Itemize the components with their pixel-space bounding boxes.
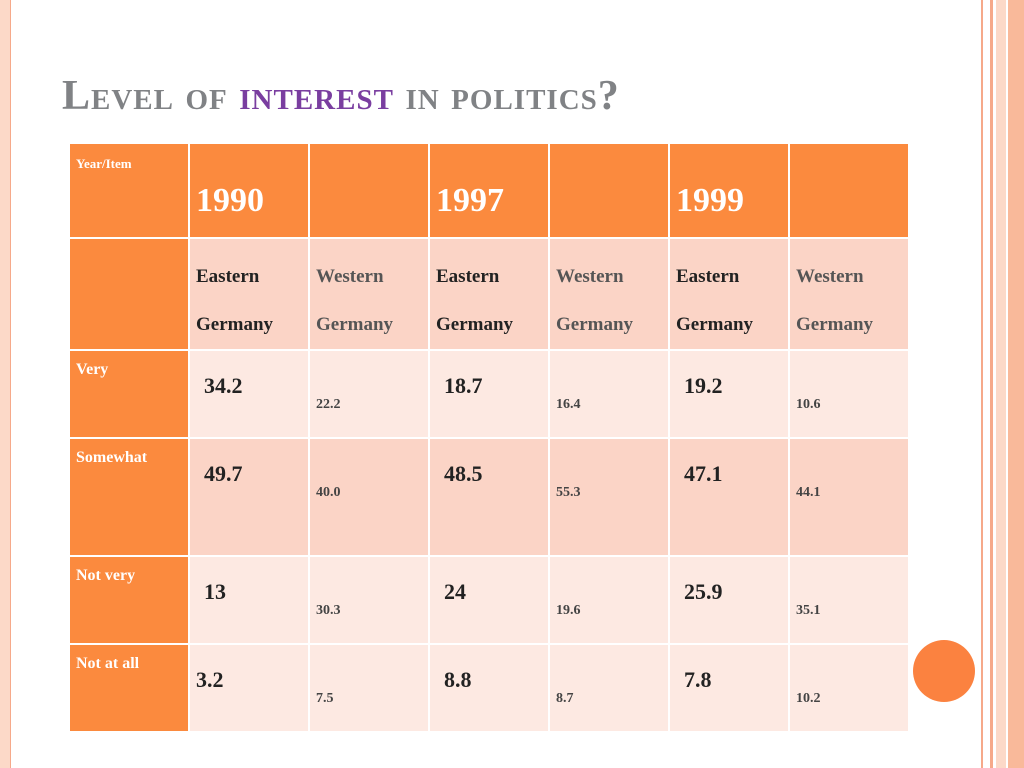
value-cell-west: 55.3 — [548, 437, 670, 557]
value-cell-west: 40.0 — [308, 437, 430, 557]
title-part: in politics? — [393, 73, 620, 119]
region-country: Germany — [796, 314, 874, 335]
year-1990-cell: 1990 — [188, 142, 310, 239]
region-country: Germany — [556, 314, 634, 335]
right-frame-stripe — [1008, 0, 1024, 768]
region-cell-east: Eastern Germany — [668, 237, 790, 351]
corner-header-cell: Year/Item — [68, 142, 190, 239]
title-highlight: interest — [239, 73, 394, 119]
value-cell-west: 35.1 — [788, 555, 910, 645]
slide-title: Level of interest in politics? — [62, 72, 620, 120]
value-cell-west: 8.7 — [548, 643, 670, 733]
region-header-row: Eastern Germany Western Germany Eastern Ger… — [68, 237, 910, 351]
value-cell-west: 44.1 — [788, 437, 910, 557]
value-cell-west: 10.2 — [788, 643, 910, 733]
value-cell-west: 22.2 — [308, 349, 430, 439]
value-cell-east: 25.9 — [668, 555, 790, 645]
region-word: Western — [556, 266, 624, 287]
region-country: Germany — [316, 314, 394, 335]
table-row: Somewhat 49.7 40.0 48.5 55.3 47.1 44.1 — [68, 437, 910, 557]
value-cell-east: 19.2 — [668, 349, 790, 439]
left-frame-decoration — [0, 0, 10, 768]
value-cell-west: 16.4 — [548, 349, 670, 439]
empty-header-cell — [308, 142, 430, 239]
table-row: Not very 13 30.3 24 19.6 25.9 35.1 — [68, 555, 910, 645]
row-label: Not very — [68, 555, 190, 645]
region-cell-east: Eastern Germany — [188, 237, 310, 351]
region-word: Eastern — [436, 266, 500, 287]
value-cell-west: 10.6 — [788, 349, 910, 439]
table-row: Not at all 3.2 7.5 8.8 8.7 7.8 10.2 — [68, 643, 910, 733]
value-cell-east: 49.7 — [188, 437, 310, 557]
region-word: Eastern — [196, 266, 260, 287]
empty-label-cell — [68, 237, 190, 351]
region-cell-west: Western Germany — [548, 237, 670, 351]
region-cell-west: Western Germany — [308, 237, 430, 351]
year-1999-cell: 1999 — [668, 142, 790, 239]
region-word: Western — [796, 266, 864, 287]
right-frame-stripe — [990, 0, 993, 768]
left-frame-line — [10, 0, 11, 768]
value-cell-east: 7.8 — [668, 643, 790, 733]
decorative-circle — [913, 640, 975, 702]
row-label: Somewhat — [68, 437, 190, 557]
value-cell-west: 7.5 — [308, 643, 430, 733]
value-cell-east: 24 — [428, 555, 550, 645]
row-label: Not at all — [68, 643, 190, 733]
value-cell-west: 30.3 — [308, 555, 430, 645]
right-frame-stripe — [996, 0, 1006, 768]
value-cell-east: 3.2 — [188, 643, 310, 733]
empty-header-cell — [548, 142, 670, 239]
value-cell-east: 34.2 — [188, 349, 310, 439]
region-word: Eastern — [676, 266, 740, 287]
year-header-row: Year/Item 1990 1997 1999 — [68, 142, 910, 239]
region-cell-west: Western Germany — [788, 237, 910, 351]
table-row: Very 34.2 22.2 18.7 16.4 19.2 10.6 — [68, 349, 910, 439]
region-country: Germany — [676, 314, 754, 335]
value-cell-east: 13 — [188, 555, 310, 645]
value-cell-west: 19.6 — [548, 555, 670, 645]
title-part: Level of — [62, 73, 240, 119]
value-cell-east: 47.1 — [668, 437, 790, 557]
value-cell-east: 8.8 — [428, 643, 550, 733]
row-label: Very — [68, 349, 190, 439]
value-cell-east: 18.7 — [428, 349, 550, 439]
empty-header-cell — [788, 142, 910, 239]
year-1997-cell: 1997 — [428, 142, 550, 239]
region-cell-east: Eastern Germany — [428, 237, 550, 351]
right-frame-stripe — [981, 0, 983, 768]
region-country: Germany — [196, 314, 274, 335]
region-country: Germany — [436, 314, 514, 335]
region-word: Western — [316, 266, 384, 287]
value-cell-east: 48.5 — [428, 437, 550, 557]
politics-interest-table: Year/Item 1990 1997 1999 Eastern Germany … — [68, 142, 910, 733]
